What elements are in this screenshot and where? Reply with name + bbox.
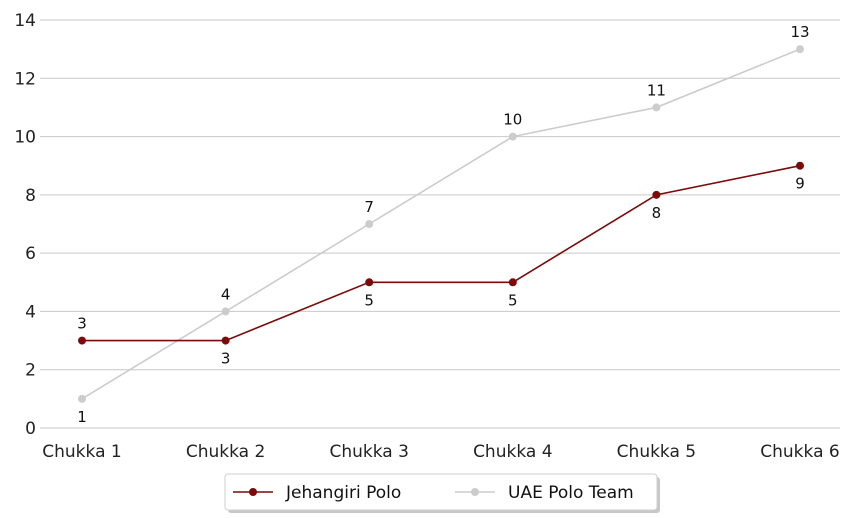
series-line-1 [81, 48, 801, 400]
series-0-label-2: 3 [221, 350, 231, 368]
legend-marker-1 [471, 488, 479, 496]
series-1-label-6: 13 [790, 23, 809, 41]
series-1-point-3 [365, 220, 374, 228]
series-1-label-4: 10 [503, 111, 522, 129]
series-0-point-3 [365, 278, 374, 287]
series-1-point-6 [796, 45, 804, 54]
legend-label-1: UAE Polo Team [508, 483, 634, 503]
y-tick-label-0: 0 [25, 419, 36, 439]
x-tick-label-3: Chukka 3 [329, 442, 408, 462]
series-1-point-1 [78, 394, 86, 403]
y-tick-label-6: 6 [25, 244, 36, 264]
y-tick-label-4: 4 [25, 302, 36, 322]
series-0-label-3: 5 [364, 291, 374, 309]
series-1-label-5: 11 [647, 81, 666, 99]
y-tick-label-12: 12 [14, 69, 36, 89]
x-tick-label-1: Chukka 1 [42, 442, 121, 462]
legend: Jehangiri Polo UAE Polo Team [224, 473, 660, 513]
y-axis: 0 2 4 6 8 10 12 14 [14, 11, 36, 439]
x-axis: Chukka 1 Chukka 2 Chukka 3 Chukka 4 Chukka 5… [42, 442, 839, 462]
series-0-label-1: 3 [77, 315, 87, 333]
series-1-point-4 [508, 132, 517, 141]
series-0-point-1 [78, 336, 86, 345]
series-1-label-1: 1 [77, 408, 87, 426]
y-tick-label-8: 8 [25, 186, 36, 206]
gridlines [40, 19, 840, 429]
series-1-point-5 [652, 103, 661, 112]
x-tick-label-5: Chukka 5 [617, 442, 696, 462]
series-1-label-3: 7 [364, 198, 374, 216]
series-0-point-2 [221, 336, 230, 345]
y-tick-label-2: 2 [25, 361, 36, 381]
legend-label-0: Jehangiri Polo [285, 483, 401, 503]
y-tick-label-10: 10 [14, 128, 36, 148]
series-line-0 [82, 164, 801, 342]
x-tick-label-4: Chukka 4 [473, 442, 552, 462]
series-1-point-2 [221, 307, 230, 316]
series-0-point-6 [796, 161, 804, 170]
series-0-label-4: 5 [508, 291, 518, 309]
series-0-label-5: 8 [652, 204, 662, 222]
legend-marker-0 [249, 488, 257, 496]
series-0-label-6: 9 [795, 175, 805, 193]
series-1-label-2: 4 [221, 285, 231, 303]
legend-box [224, 473, 658, 511]
x-tick-label-6: Chukka 6 [760, 442, 839, 462]
series-0-point-5 [652, 190, 661, 199]
series-0-point-4 [508, 278, 517, 287]
x-tick-label-2: Chukka 2 [186, 442, 265, 462]
series-layer [78, 45, 804, 403]
data-labels: 1 4 7 10 11 13 3 3 5 5 8 9 [77, 23, 809, 426]
y-tick-label-14: 14 [14, 11, 36, 31]
